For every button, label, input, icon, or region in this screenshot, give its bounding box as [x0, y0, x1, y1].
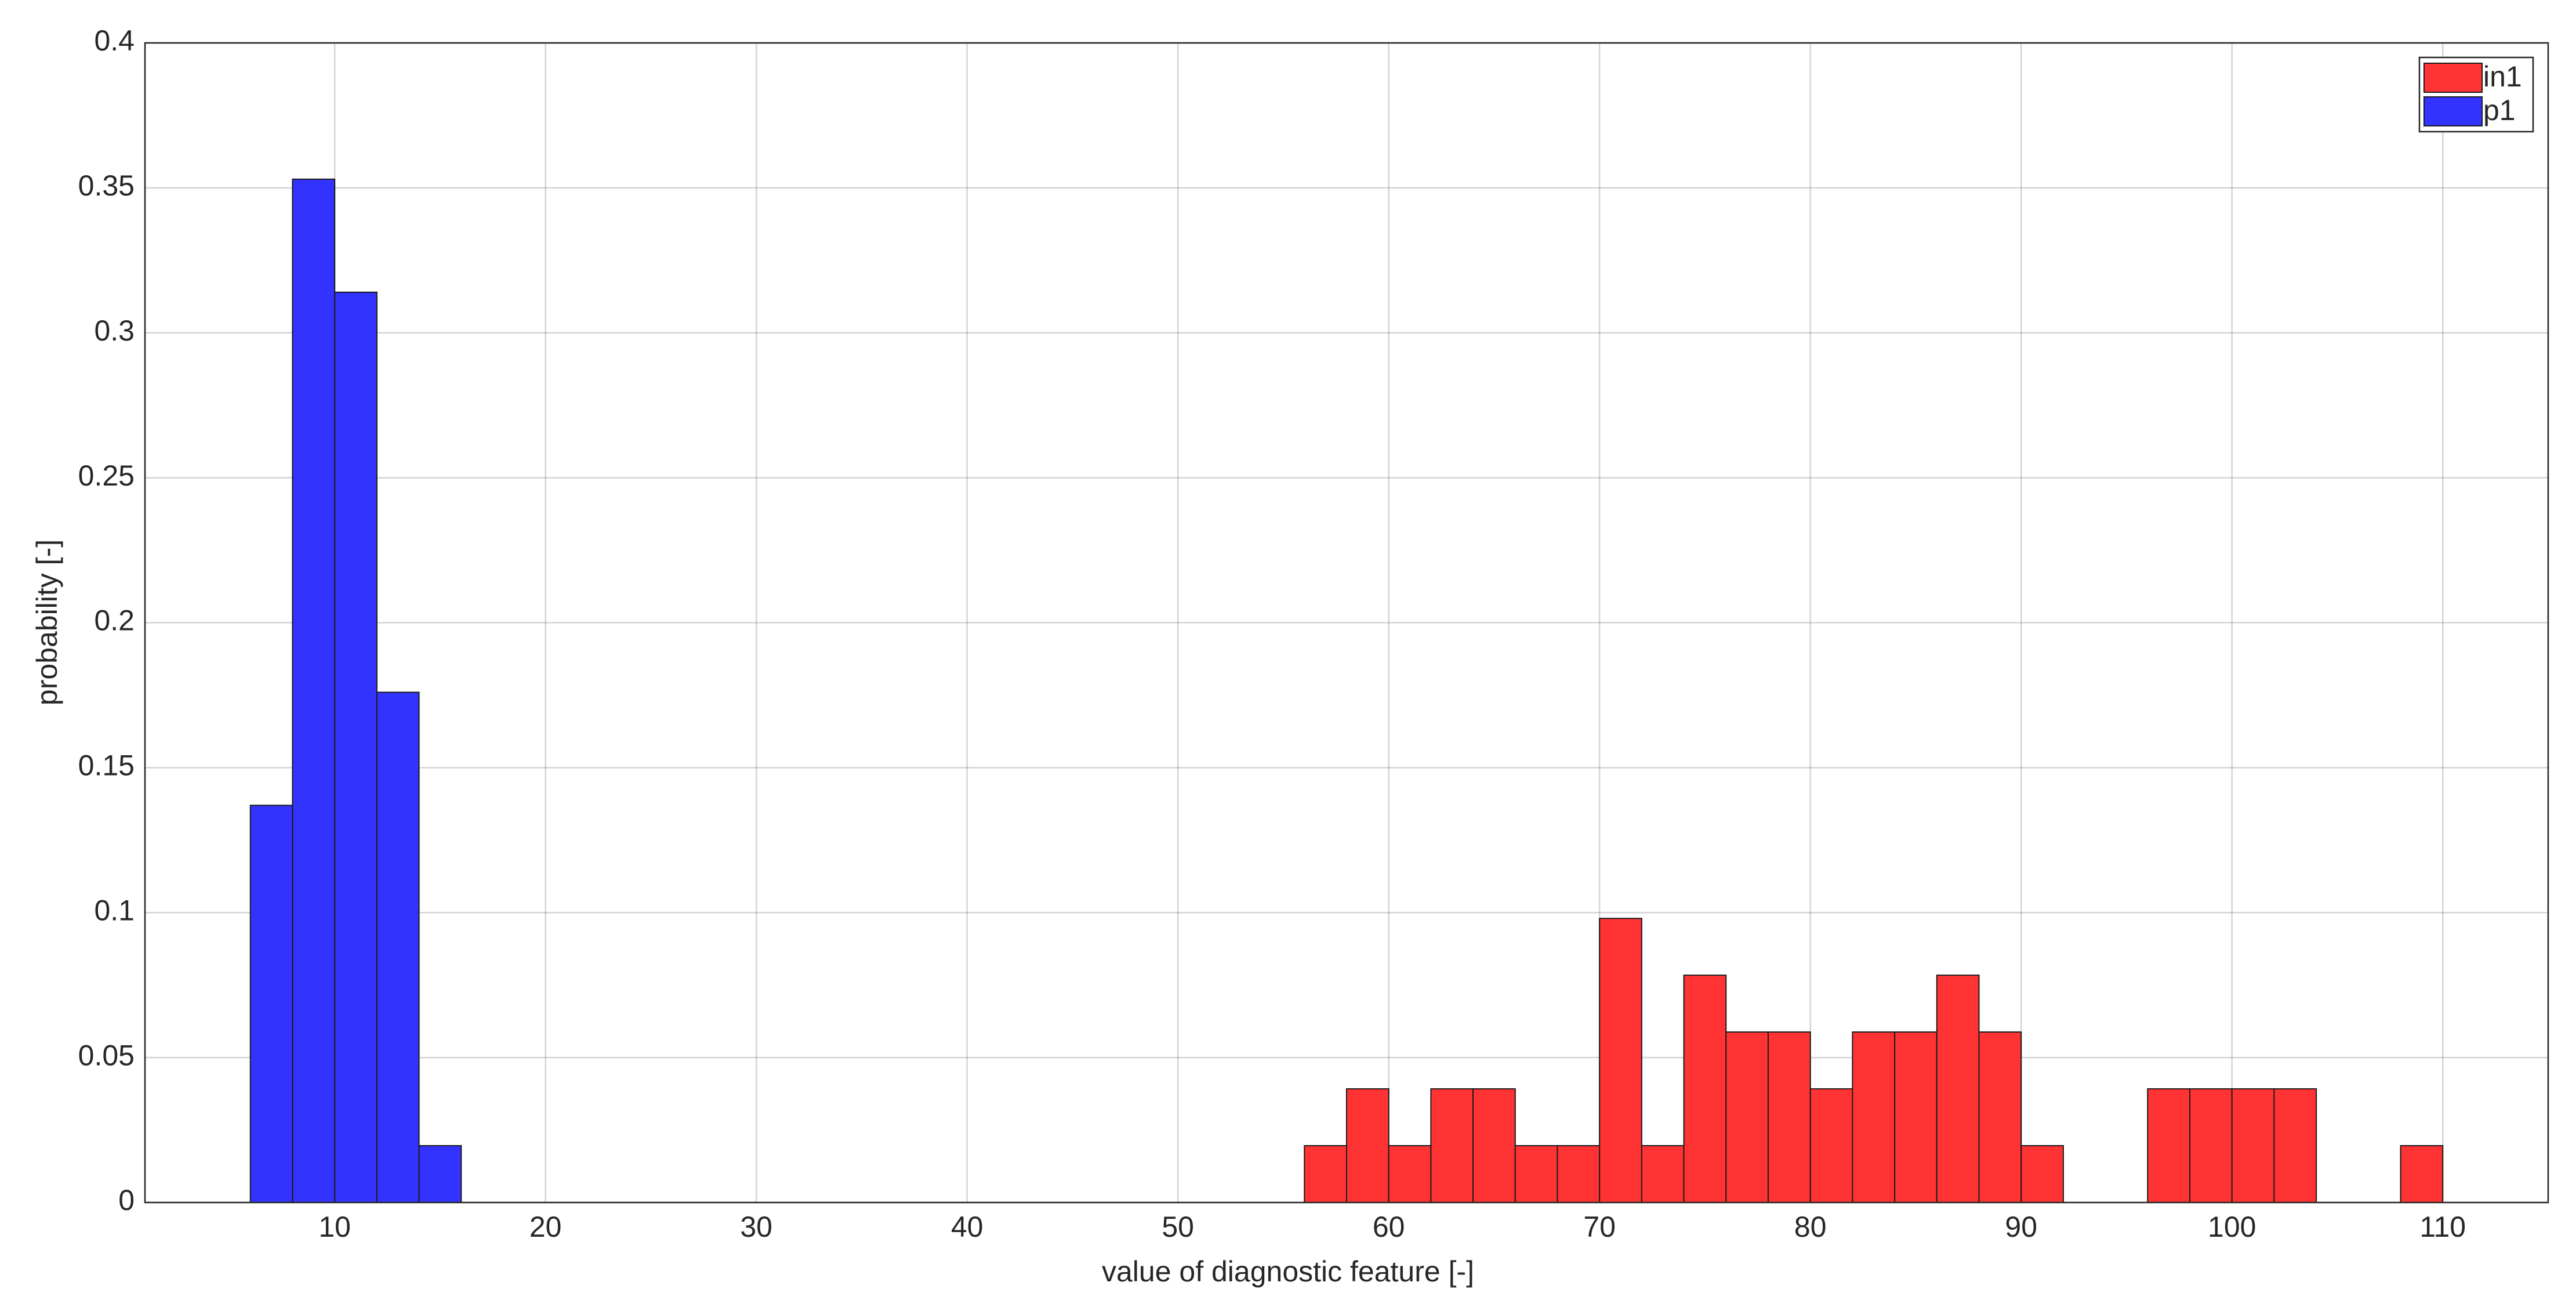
bar [2273, 1088, 2317, 1204]
y-tick-label: 0.2 [94, 604, 135, 637]
y-tick-label: 0.25 [78, 459, 135, 492]
bar [2189, 1088, 2233, 1204]
bar [1430, 1088, 1474, 1204]
bar [292, 178, 336, 1204]
y-tick-label: 0.4 [94, 24, 135, 57]
y-tick-label: 0.1 [94, 894, 135, 926]
bar [1725, 1031, 1769, 1203]
bar [376, 691, 420, 1203]
bar [1894, 1031, 1938, 1203]
x-tick-label: 110 [2419, 1211, 2466, 1243]
bar [1978, 1031, 2022, 1203]
y-tick-label: 0.35 [78, 169, 135, 202]
bar [418, 1145, 462, 1203]
bar [2147, 1088, 2191, 1204]
bar [2020, 1145, 2064, 1203]
axes-box [144, 42, 2549, 1204]
legend-label: p1 [2483, 94, 2516, 126]
legend-swatch [2423, 96, 2483, 126]
bar [1346, 1088, 1389, 1204]
bar [1936, 975, 1980, 1204]
x-tick-label: 10 [318, 1211, 351, 1243]
x-tick-label: 90 [2005, 1211, 2037, 1243]
bar [1304, 1145, 1348, 1203]
y-tick-label: 0 [118, 1184, 135, 1216]
bar [1683, 975, 1727, 1204]
bar [2400, 1145, 2444, 1203]
y-tick-label: 0.05 [78, 1039, 135, 1071]
bar [2231, 1088, 2275, 1204]
bar [1852, 1031, 1896, 1203]
legend-swatch [2423, 63, 2483, 93]
x-tick-label: 40 [951, 1211, 984, 1243]
x-tick-label: 30 [740, 1211, 772, 1243]
bar [1599, 918, 1642, 1203]
bar [334, 291, 378, 1203]
x-tick-label: 20 [529, 1211, 562, 1243]
y-tick-label: 0.3 [94, 314, 135, 347]
x-tick-label: 100 [2208, 1211, 2256, 1243]
y-tick-label: 0.15 [78, 749, 135, 782]
bar [1768, 1031, 1811, 1203]
bar [1514, 1145, 1558, 1203]
bar [1472, 1088, 1516, 1204]
legend-label: in1 [2483, 60, 2522, 93]
bar [249, 805, 293, 1203]
x-axis-label: value of diagnostic feature [-] [1102, 1255, 1474, 1288]
x-tick-label: 70 [1583, 1211, 1616, 1243]
bar [1809, 1088, 1853, 1204]
x-tick-label: 60 [1373, 1211, 1405, 1243]
bar [1388, 1145, 1432, 1203]
x-tick-label: 80 [1794, 1211, 1827, 1243]
x-tick-label: 50 [1162, 1211, 1194, 1243]
bar [1557, 1145, 1601, 1203]
y-axis-label: probability [-] [31, 539, 63, 705]
bar [1641, 1145, 1685, 1203]
